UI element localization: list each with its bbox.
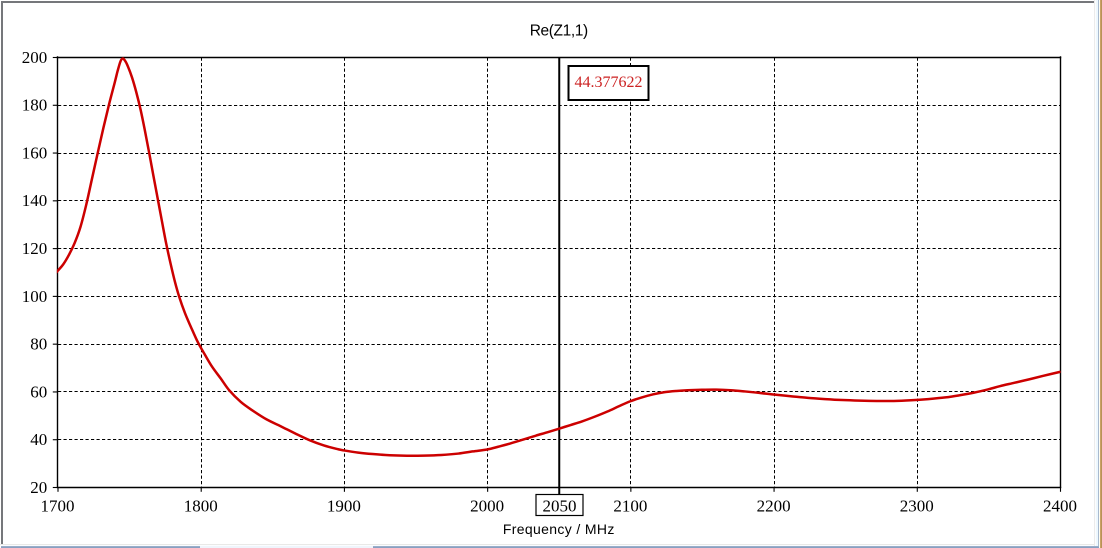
y-tick-label-140: 140: [22, 191, 48, 210]
marker-x-label-box[interactable]: [535, 493, 584, 517]
window-edge-white: [1095, 0, 1096, 548]
y-tick-label-80: 80: [30, 335, 47, 354]
y-tick-label-120: 120: [22, 239, 48, 258]
y-tick-label-20: 20: [30, 478, 47, 497]
window-edge-grey: [1094, 0, 1095, 548]
window-edge-cream: [1099, 0, 1100, 548]
x-tick-label-2200: 2200: [757, 497, 791, 516]
window-border-left: [1, 1, 3, 544]
chart-title: Re(Z1,1): [530, 22, 588, 39]
marker-value-box[interactable]: [567, 65, 650, 101]
y-tick-label-160: 160: [22, 143, 48, 162]
x-tick-label-2100: 2100: [613, 497, 647, 516]
y-tick-label-200: 200: [22, 48, 48, 67]
bottom-highlight: [0, 545, 1094, 546]
y-tick-label-40: 40: [30, 430, 47, 449]
bottom-tab-strip-right[interactable]: [373, 546, 1099, 548]
x-tick-label-2300: 2300: [900, 497, 934, 516]
x-tick-label-2000: 2000: [470, 497, 504, 516]
y-tick-label-100: 100: [22, 287, 48, 306]
x-tick-label-1900: 1900: [327, 497, 361, 516]
series-curve-Re(Z1,1): [56, 57, 1061, 457]
bottom-tab-strip-left[interactable]: [1, 546, 200, 548]
x-axis-label: Frequency / MHz: [503, 521, 615, 537]
bottom-divider: [0, 544, 1094, 545]
x-tick-label-2400: 2400: [1043, 497, 1077, 516]
axis-layer: 20 40 60 80 100 120 140 160 180 200 1700 1800 1900 20…: [22, 48, 1077, 516]
y-tick-label-60: 60: [30, 382, 47, 401]
marker-layer: 2050 44.377622: [535, 65, 650, 517]
curve-layer: [56, 57, 1061, 457]
x-tick-label-1800: 1800: [184, 497, 218, 516]
window-border-top: [1, 1, 1096, 3]
window-edge-border: [1098, 0, 1099, 548]
window-edge-highlight: [1096, 0, 1098, 548]
bottom-tab-strip-active[interactable]: [200, 546, 373, 548]
marker-x-label: 2050: [543, 497, 577, 516]
backdrop-panel-edge: [1100, 0, 1102, 548]
marker-value-label: 44.377622: [575, 74, 643, 91]
x-tick-label-1700: 1700: [41, 497, 75, 516]
y-tick-label-180: 180: [22, 96, 48, 115]
